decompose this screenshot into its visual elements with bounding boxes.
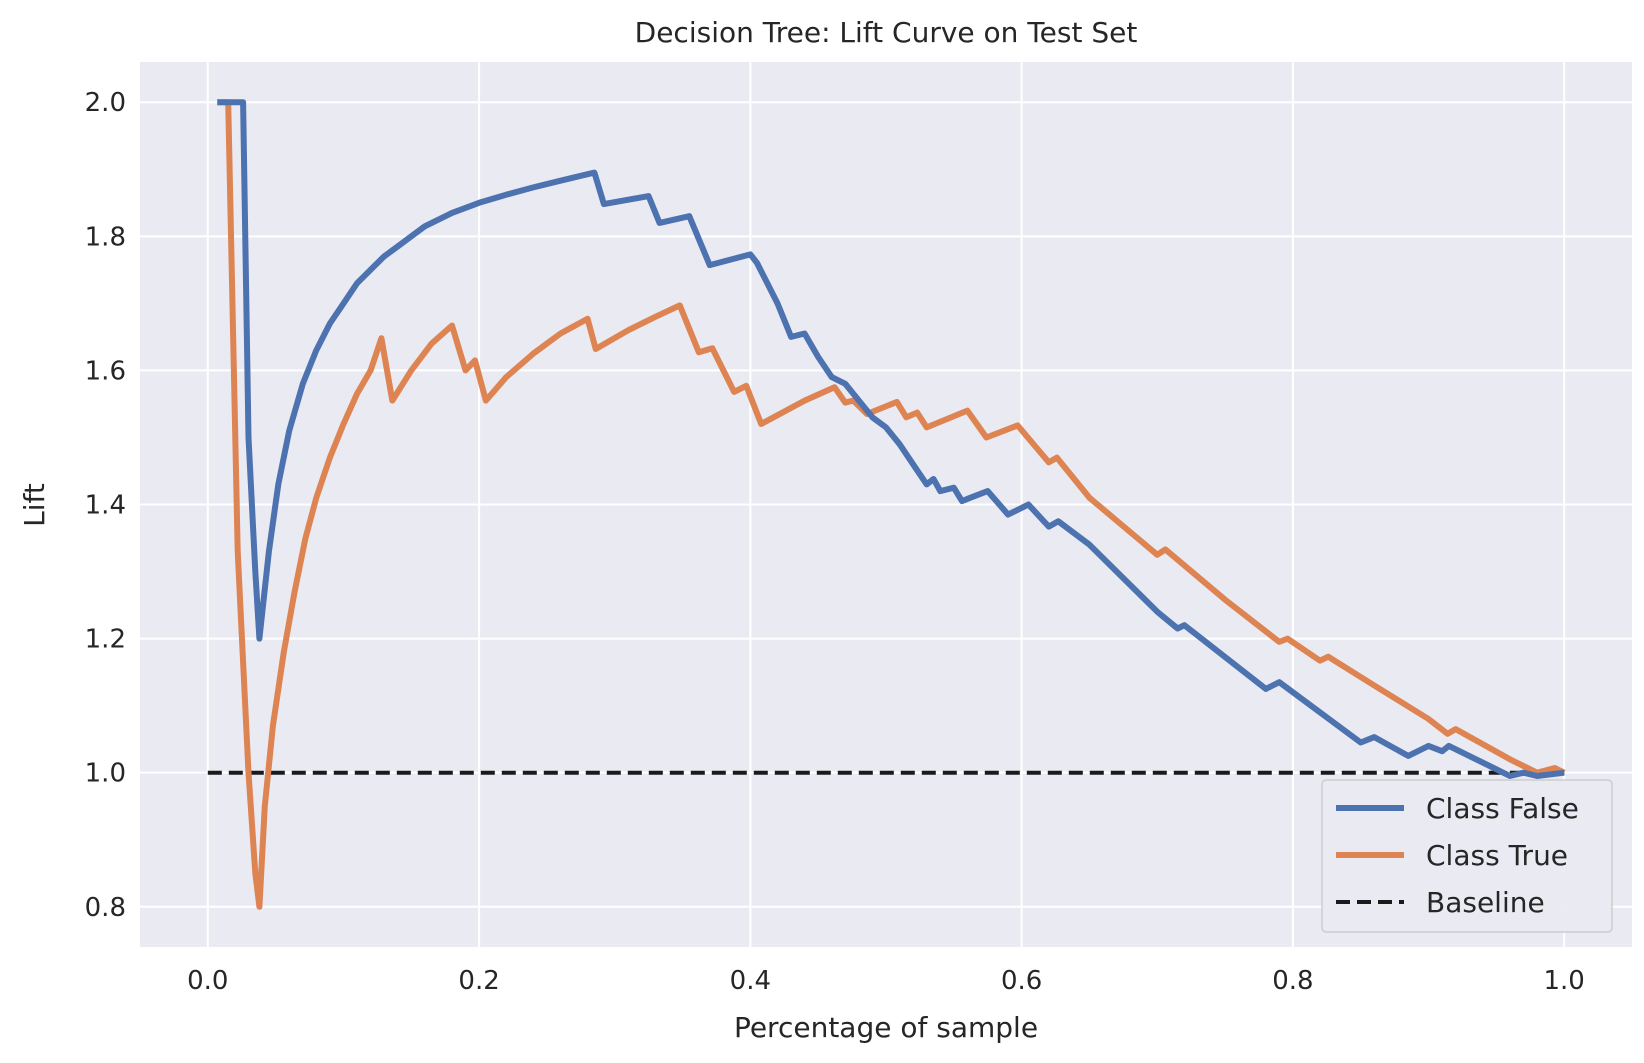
x-tick-label: 0.6 bbox=[1001, 966, 1042, 996]
legend-entry-class-true: Class True bbox=[1426, 839, 1568, 872]
y-tick-label: 0.8 bbox=[85, 893, 126, 923]
series-line-class-false bbox=[217, 99, 1565, 779]
legend: Class False Class True Baseline bbox=[1321, 779, 1613, 933]
y-tick-label: 1.4 bbox=[85, 491, 126, 521]
x-tick-label: 0.2 bbox=[458, 966, 499, 996]
chart-title: Decision Tree: Lift Curve on Test Set bbox=[635, 16, 1138, 49]
y-tick-label: 1.8 bbox=[85, 222, 126, 252]
y-tick-label: 1.0 bbox=[85, 759, 126, 789]
x-tick-label: 1.0 bbox=[1544, 966, 1585, 996]
series-layer bbox=[207, 99, 1566, 910]
y-axis-label: Lift bbox=[18, 483, 51, 527]
y-tick-label: 2.0 bbox=[85, 88, 126, 118]
tick-labels: 0.0 0.2 0.4 0.6 0.8 1.0 0.8 1.0 1.2 1.4 1.6 1.8 2.0 bbox=[85, 88, 1585, 996]
x-axis-label: Percentage of sample bbox=[734, 1011, 1038, 1044]
y-tick-label: 1.6 bbox=[85, 356, 126, 386]
legend-entry-baseline: Baseline bbox=[1426, 886, 1545, 919]
y-tick-label: 1.2 bbox=[85, 625, 126, 655]
legend-box bbox=[1321, 779, 1613, 933]
x-tick-label: 0.8 bbox=[1272, 966, 1313, 996]
legend-entry-class-false: Class False bbox=[1426, 792, 1579, 825]
x-tick-label: 0.4 bbox=[730, 966, 771, 996]
series-line-class-true bbox=[217, 99, 1566, 910]
x-tick-label: 0.0 bbox=[187, 966, 228, 996]
